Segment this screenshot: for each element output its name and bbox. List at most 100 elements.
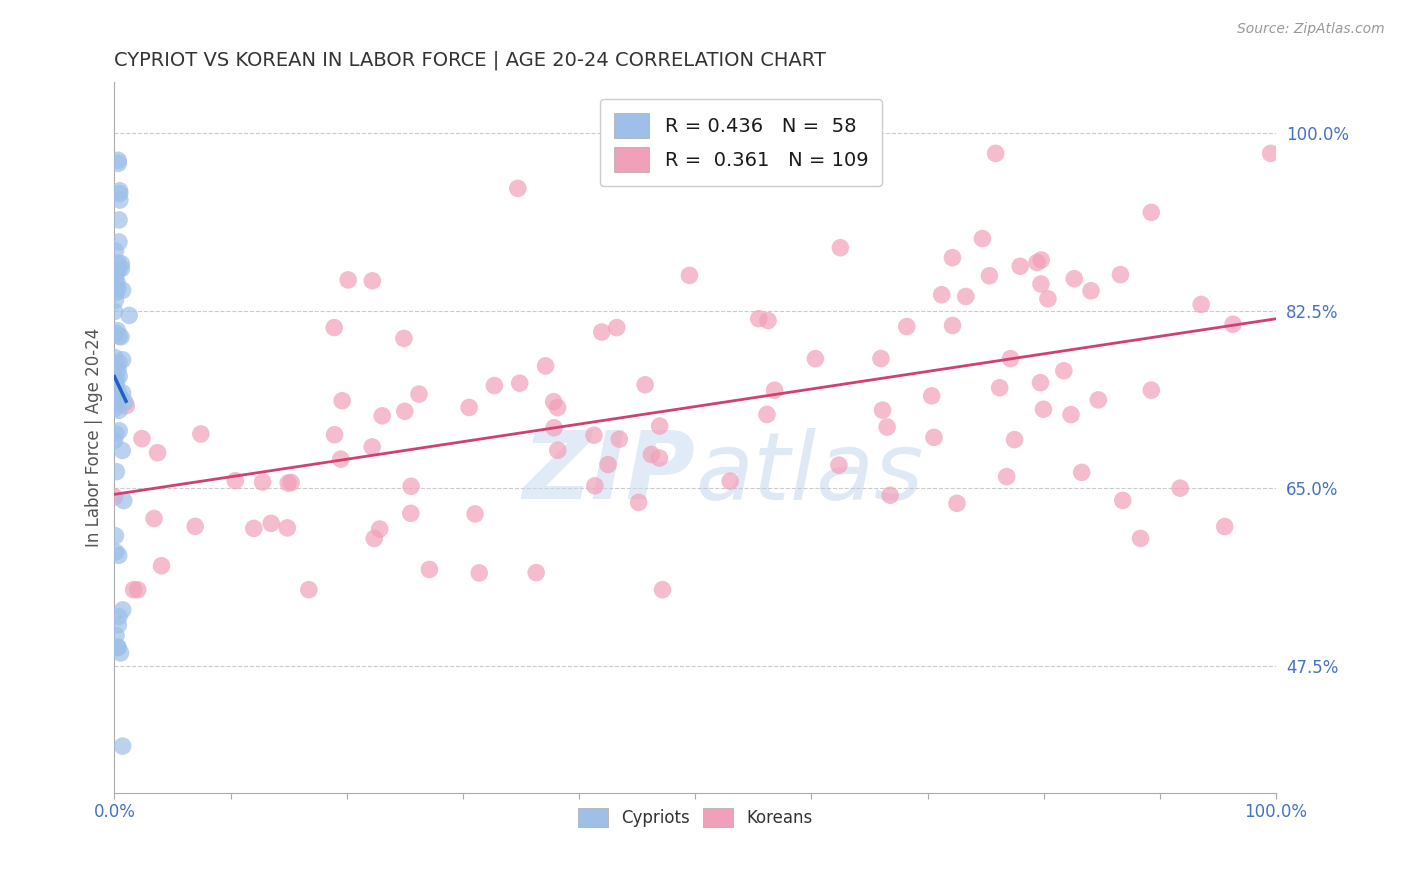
Point [143,511,166,525]
Point [509,376,531,391]
Point [1036,292,1059,306]
Point [108,609,131,624]
Point [111,603,134,617]
Point [104,434,127,448]
Text: CYPRIOT VS KOREAN IN LABOR FORCE | AGE 20-24 CORRELATION CHART: CYPRIOT VS KOREAN IN LABOR FORCE | AGE 2… [114,51,827,70]
Point [1010,259,1032,273]
Point [988,381,1011,395]
Point [329,452,352,467]
Point [104,427,127,442]
Point [392,331,415,345]
Point [648,419,671,434]
Point [941,318,963,333]
Legend: Cypriots, Koreans: Cypriots, Koreans [571,801,820,834]
Text: ZIP: ZIP [523,427,695,519]
Point [107,256,129,270]
Point [830,241,852,255]
Point [108,193,131,207]
Point [323,427,346,442]
Point [1087,392,1109,407]
Point [276,521,298,535]
Point [640,448,662,462]
Point [108,403,131,417]
Point [131,432,153,446]
Point [506,181,529,195]
Point [111,352,134,367]
Point [408,387,430,401]
Point [543,421,565,435]
Point [984,146,1007,161]
Point [108,424,131,438]
Point [224,474,246,488]
Point [118,309,141,323]
Point [627,495,650,509]
Point [718,474,741,488]
Point [755,408,778,422]
Point [1080,284,1102,298]
Point [870,351,893,366]
Point [1140,383,1163,397]
Point [596,458,619,472]
Point [828,458,851,472]
Point [108,369,131,384]
Point [105,370,128,384]
Point [399,479,422,493]
Point [108,356,131,370]
Point [418,562,440,576]
Point [103,304,125,318]
Point [1004,433,1026,447]
Point [583,479,606,493]
Point [330,393,353,408]
Point [114,395,136,409]
Point [108,186,131,201]
Point [107,153,129,168]
Point [277,476,299,491]
Point [104,351,127,365]
Point [252,475,274,489]
Point [1168,481,1191,495]
Point [107,618,129,632]
Point [105,276,128,290]
Point [458,401,481,415]
Point [1070,466,1092,480]
Point [361,274,384,288]
Point [756,313,779,327]
Point [591,325,613,339]
Point [972,231,994,245]
Point [804,351,827,366]
Point [111,443,134,458]
Point [108,213,131,227]
Point [112,493,135,508]
Point [280,475,302,490]
Point [1109,268,1132,282]
Point [105,628,128,642]
Point [941,251,963,265]
Point [110,261,132,276]
Point [122,582,145,597]
Point [1189,297,1212,311]
Point [896,319,918,334]
Point [1032,402,1054,417]
Point [1060,408,1083,422]
Point [110,257,132,271]
Point [105,378,128,392]
Text: atlas: atlas [695,427,924,518]
Point [104,373,127,387]
Point [104,293,127,308]
Point [955,289,977,303]
Point [1140,205,1163,219]
Point [127,582,149,597]
Point [922,430,945,444]
Point [103,490,125,504]
Point [547,401,569,415]
Point [543,394,565,409]
Point [107,262,129,277]
Point [1260,146,1282,161]
Point [150,558,173,573]
Point [146,446,169,460]
Point [337,273,360,287]
Point [105,285,128,300]
Point [1063,271,1085,285]
Point [363,532,385,546]
Point [468,566,491,580]
